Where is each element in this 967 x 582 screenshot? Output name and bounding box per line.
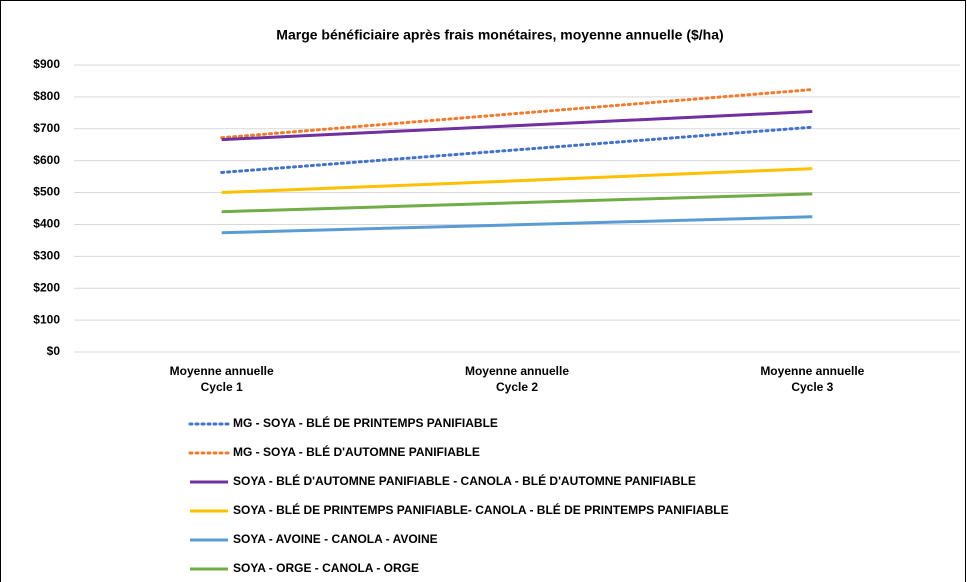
y-tick-label: $800	[33, 89, 60, 103]
y-tick-label: $500	[33, 185, 60, 199]
series-line	[221, 167, 813, 195]
legend-label: MG - SOYA - BLÉ D'AUTOMNE PANIFIABLE	[233, 444, 480, 459]
legend-label: SOYA - BLÉ DE PRINTEMPS PANIFIABLE- CANO…	[233, 502, 729, 517]
legend-label: SOYA - AVOINE - CANOLA - AVOINE	[233, 532, 438, 546]
series-line	[221, 215, 813, 235]
x-tick-label: Moyenne annuelle Cycle 1	[170, 364, 274, 394]
y-tick-label: $600	[33, 153, 60, 167]
y-tick-label: $0	[47, 344, 61, 358]
series-line	[221, 110, 813, 142]
legend-label: SOYA - ORGE - CANOLA - ORGE	[233, 561, 419, 575]
x-tick-label: Moyenne annuelle Cycle 3	[760, 364, 864, 394]
y-tick-label: $400	[33, 217, 60, 231]
legend-label: SOYA - BLÉ D'AUTOMNE PANIFIABLE - CANOLA…	[233, 473, 696, 488]
chart-title: Marge bénéficiaire après frais monétaire…	[276, 27, 723, 43]
y-tick-label: $900	[33, 57, 60, 71]
y-tick-label: $100	[33, 312, 60, 326]
y-tick-label: $700	[33, 121, 60, 135]
legend-label: MG - SOYA - BLÉ DE PRINTEMPS PANIFIABLE	[233, 415, 498, 430]
series-line	[220, 88, 814, 140]
series-line	[220, 125, 814, 174]
y-tick-label: $200	[33, 280, 60, 294]
x-tick-label: Moyenne annuelle Cycle 2	[465, 364, 569, 394]
series-line	[221, 192, 813, 214]
y-tick-label: $300	[33, 249, 60, 263]
